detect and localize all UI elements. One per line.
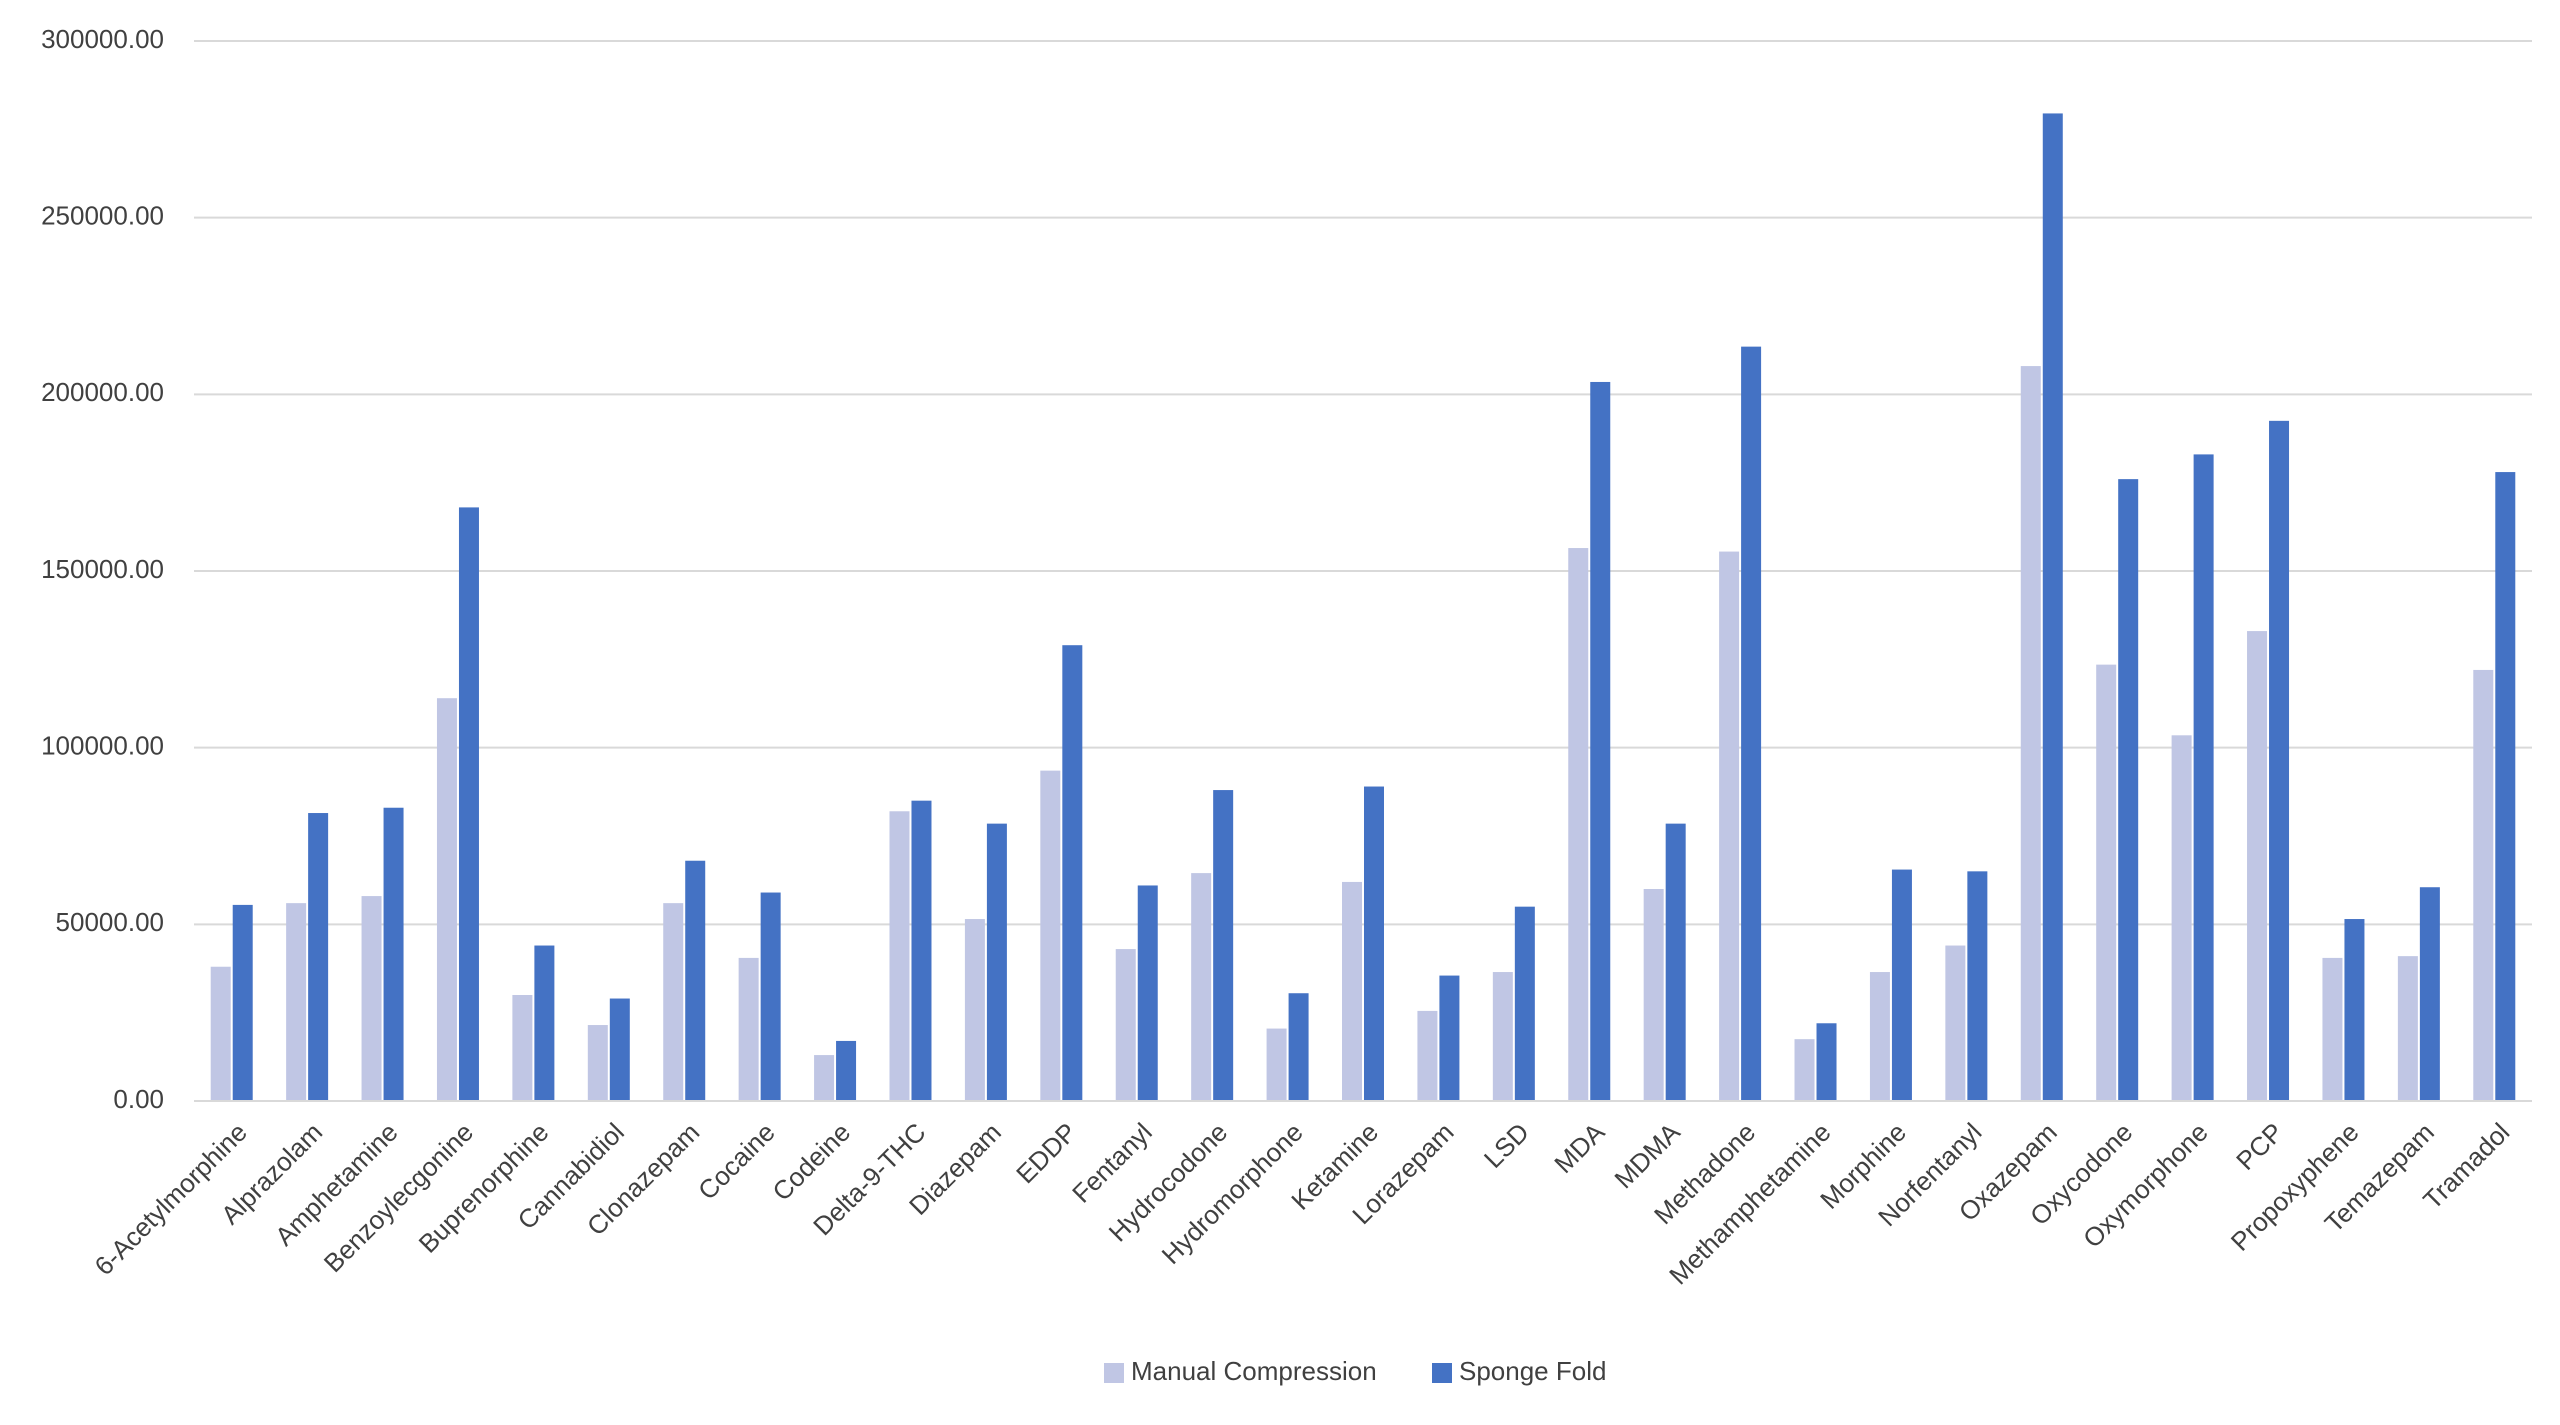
bar	[1342, 881, 1362, 1101]
bar	[663, 903, 684, 1101]
y-tick-label: 150000.00	[41, 554, 164, 584]
bar	[2096, 664, 2117, 1101]
y-tick-label: 250000.00	[41, 201, 164, 231]
bar	[587, 1025, 608, 1101]
bar	[836, 1040, 857, 1101]
bar	[814, 1055, 835, 1101]
bar	[964, 919, 985, 1101]
legend-label: Sponge Fold	[1459, 1356, 1606, 1386]
legend-swatch	[1104, 1363, 1124, 1383]
bar	[2495, 472, 2516, 1102]
bar	[1213, 790, 1234, 1101]
y-tick-label: 50000.00	[56, 907, 164, 937]
bar	[685, 860, 706, 1101]
bar	[1514, 906, 1535, 1101]
bar	[1062, 645, 1083, 1101]
bar	[2269, 420, 2290, 1101]
x-tick-label: EDDP	[1010, 1117, 1082, 1189]
bar	[738, 957, 759, 1101]
bar	[1417, 1010, 1438, 1101]
bar	[436, 698, 457, 1101]
x-tick-label: PCP	[2230, 1117, 2289, 1176]
bar	[1439, 975, 1460, 1101]
bar	[986, 823, 1007, 1101]
bar	[2247, 631, 2268, 1101]
bar	[210, 966, 231, 1101]
bar	[2344, 919, 2365, 1101]
bar	[1967, 871, 1988, 1101]
bar	[1364, 786, 1384, 1101]
bar	[2322, 957, 2343, 1101]
bar	[1115, 949, 1136, 1101]
bar	[383, 807, 404, 1101]
bar	[534, 945, 555, 1101]
bar	[1891, 869, 1912, 1101]
bar	[232, 904, 253, 1101]
bar	[512, 995, 533, 1101]
bar	[1643, 889, 1664, 1101]
bar	[1266, 1028, 1287, 1101]
bar	[1665, 823, 1686, 1101]
bar	[1137, 885, 1158, 1101]
bar	[458, 507, 479, 1101]
bar	[286, 903, 307, 1101]
x-tick-label: Cocaine	[692, 1117, 781, 1206]
bar	[2042, 113, 2063, 1101]
bar	[361, 896, 382, 1101]
x-tick-label: Buprenorphine	[413, 1117, 555, 1259]
bar	[2118, 479, 2139, 1102]
bar	[308, 813, 329, 1101]
bar	[889, 811, 910, 1101]
x-tick-label: LSD	[1478, 1117, 1535, 1174]
x-tick-label: MDA	[1548, 1116, 1611, 1179]
bar	[2397, 956, 2418, 1101]
legend-swatch	[1432, 1363, 1452, 1383]
bar	[2020, 366, 2041, 1102]
bar	[2171, 735, 2192, 1101]
bar	[2193, 454, 2214, 1101]
bar	[2473, 669, 2494, 1101]
bar	[1869, 972, 1890, 1101]
bar	[1741, 346, 1762, 1102]
bar	[1040, 770, 1061, 1101]
bar	[1719, 551, 1740, 1101]
bar	[1945, 945, 1966, 1101]
bar	[1568, 548, 1589, 1101]
legend-label: Manual Compression	[1131, 1356, 1377, 1386]
bar	[1590, 381, 1611, 1101]
bar	[1794, 1039, 1815, 1101]
bar	[1191, 873, 1212, 1101]
bar	[609, 998, 630, 1101]
y-tick-label: 100000.00	[41, 731, 164, 761]
bar	[2419, 887, 2440, 1101]
bar	[1492, 972, 1513, 1101]
y-tick-label: 300000.00	[41, 24, 164, 54]
bar	[911, 800, 932, 1101]
y-tick-label: 0.00	[113, 1084, 164, 1114]
bar	[760, 892, 781, 1101]
y-tick-label: 200000.00	[41, 377, 164, 407]
bar	[1288, 993, 1309, 1101]
bar	[1816, 1023, 1837, 1101]
